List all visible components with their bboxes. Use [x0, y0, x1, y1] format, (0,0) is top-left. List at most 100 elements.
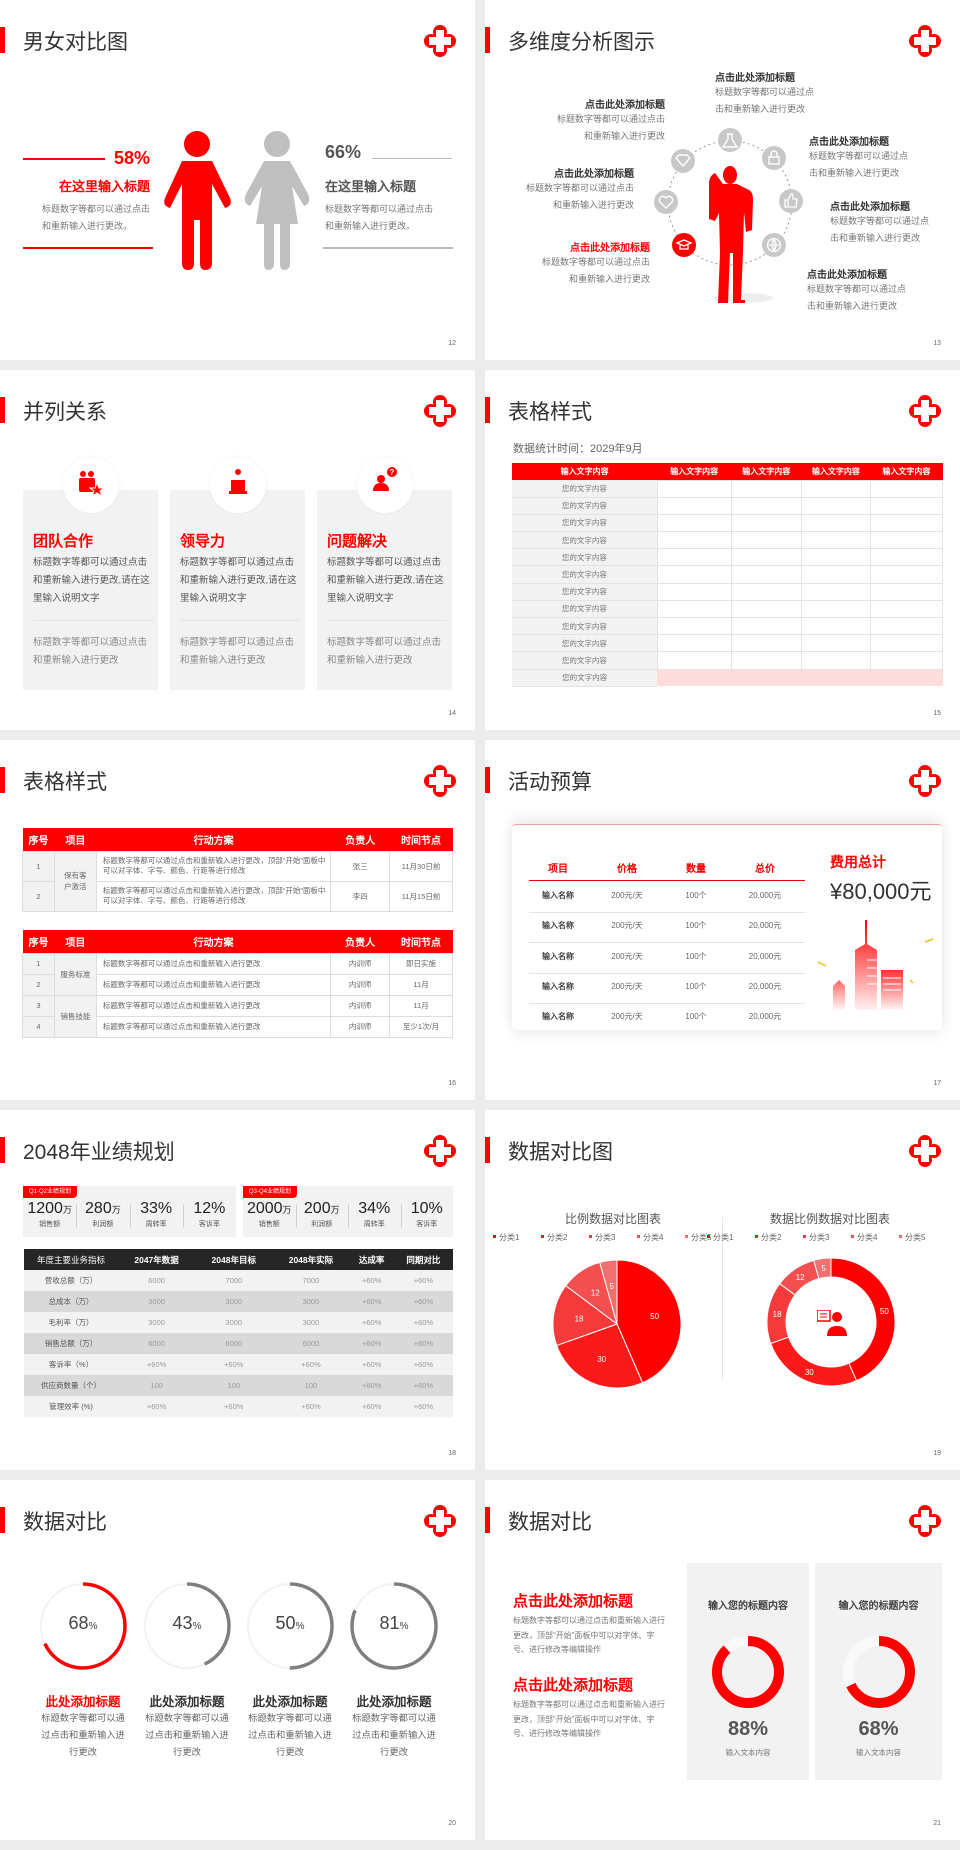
kpi-box: Q1-Q2业绩规划 1200万 销售额 280万 利润额 33% 周转率 12% 客诉率 — [23, 1186, 236, 1237]
cell: 李四 — [330, 880, 391, 912]
table-cell — [730, 531, 802, 550]
column-header: 总价 — [755, 864, 775, 875]
table-cell — [800, 496, 871, 515]
data-label: 12 — [591, 1288, 600, 1297]
table-cell — [656, 479, 732, 498]
kpi-number: 10% — [410, 1200, 443, 1217]
table-cell — [656, 616, 732, 636]
table-cell: 管理效率 (%) — [49, 1402, 93, 1411]
gauge-progress — [842, 1636, 915, 1708]
table-cell: 20,000元 — [748, 1012, 782, 1022]
row-label: 您的文字内容 — [512, 583, 658, 601]
data-label: 5 — [610, 1282, 615, 1291]
ring-desc: 标题数字等都可以通过点击和重新输入进行更改 — [352, 1713, 436, 1757]
slide-title: 多维度分析图示 — [508, 31, 655, 54]
slide-data-comparison-chart[interactable]: 数据对比图 比例数据对比图表 数据比例数据对比图表 分类1 分类2 分类3 分类4 分类… — [485, 1110, 960, 1470]
column-header: 项目 — [548, 864, 568, 875]
item-desc: 标题数字等都可以通过点击和重新输入进行更改 — [807, 284, 907, 311]
card-desc: 标题数字等都可以通过点击和重新输入进行更改,请在这里输入说明文字 — [180, 557, 297, 604]
flask-icon — [718, 128, 742, 152]
slide-data-comparison-rings[interactable]: 数据对比 68% 此处添加标题 标题数字等都可以通过点击和重新输入进行更改 43% 此处… — [0, 1480, 475, 1840]
table-cell: +60% — [361, 1381, 382, 1390]
data-label: 50 — [650, 1312, 659, 1321]
podium — [231, 480, 245, 492]
row-label: 您的文字内容 — [512, 669, 658, 687]
donut-gauge — [712, 1636, 784, 1708]
table-cell: 100 — [304, 1381, 318, 1390]
item-desc: 标题数字等都可以通过点击和重新输入进行更改 — [809, 151, 909, 178]
total-amount: ¥80,000元 — [830, 879, 932, 904]
customer-service-icon — [817, 1310, 847, 1336]
title-accent-bar — [0, 27, 5, 53]
slide-activity-budget[interactable]: 活动预算 费用总计 ¥80,000元 17 项目 价格 数量 总价 输入名称 200元/天… — [485, 740, 960, 1100]
slide-gender-comparison[interactable]: 男女对比图 58% 在这里输入标题 标题数字等都可以通过点击和重新输入进行更改。… — [0, 0, 475, 360]
divider — [722, 1217, 723, 1380]
slide-performance-plan[interactable]: 2048年业绩规划 Q1-Q2业绩规划 1200万 销售额 280万 利润额 33% 周转率… — [0, 1110, 475, 1470]
stat-card: 输入您的标题内容 68% 输入文本内容 — [815, 1563, 942, 1780]
table-cell — [656, 582, 732, 601]
podium-speaker-icon — [210, 457, 266, 513]
table-cell: 20,000元 — [748, 951, 782, 961]
cell: 内训师 — [330, 994, 391, 1017]
legend-swatch — [685, 1235, 688, 1238]
kpi-label: 客诉率 — [198, 1221, 220, 1228]
table-cell — [869, 651, 944, 670]
lock-icon — [762, 146, 786, 170]
table-cell: +60% — [146, 1360, 167, 1369]
row-divider — [529, 942, 805, 944]
table-row: 3 销售技能 标题数字等都可以通过点击和重新输入进行更改 内训师 11月 — [22, 994, 453, 1038]
gauge-progress — [712, 1636, 784, 1708]
table-cell: +60% — [361, 1402, 382, 1411]
page-number: 12 — [448, 340, 456, 347]
row-divider — [529, 1002, 805, 1004]
header-cell: 项目 — [54, 930, 97, 953]
table-cell: 3000 — [225, 1318, 243, 1327]
analysis-item: 点击此处添加标题 标题数字等都可以通过点击和重新输入进行更改 — [807, 266, 917, 315]
cell: 标题数字等都可以通过点击和重新输入进行更改，顶部“开始”面板中可以对字体、字号、… — [95, 880, 332, 912]
ring-unit: % — [192, 1621, 202, 1632]
table-cell: 6000 — [148, 1276, 165, 1285]
slide-data-comparison-cards[interactable]: 数据对比 点击此处添加标题 标题数字等都可以通过点击和重新输入进行更改，顶部“开… — [485, 1480, 960, 1840]
kpi-item: 34% 周转率 — [348, 1200, 401, 1229]
legend-swatch — [851, 1235, 854, 1238]
slide-action-plan-tables[interactable]: 表格样式 序号 项目 行动方案 负责人 时间节点 1 保有客户激活 标题数字等都… — [0, 740, 475, 1100]
kpi-label: 周转率 — [145, 1221, 167, 1228]
kpi-unit: 万 — [111, 1205, 121, 1215]
table-cell — [869, 565, 944, 584]
table-cell — [869, 496, 944, 515]
icon-glyph: ? — [373, 467, 397, 491]
table-cell — [800, 582, 871, 601]
table-cell: +60% — [361, 1297, 382, 1306]
table-cell: 20,000元 — [748, 921, 782, 931]
kpi-value: 10% — [401, 1200, 454, 1219]
header-cell: 输入文字内容 — [742, 466, 791, 476]
item-desc: 标题数字等都可以通过点击和重新输入进行更改 — [557, 114, 666, 141]
slide-table-style[interactable]: 表格样式 数据统计时间：2029年9月 输入文字内容 输入文字内容 输入文字内容 输入… — [485, 370, 960, 730]
header-cell: 行动方案 — [96, 930, 331, 953]
card-desc-secondary: 标题数字等都可以通过点击和重新输入进行更改 — [327, 637, 442, 666]
divider — [23, 158, 105, 160]
slide-title: 2048年业绩规划 — [23, 1141, 175, 1164]
progress-ring — [39, 1582, 127, 1670]
cell: 内训师 — [330, 973, 391, 996]
row-label: 您的文字内容 — [512, 634, 658, 653]
kpi-value: 34% — [348, 1200, 401, 1219]
card-title: 团队合作 — [33, 533, 94, 550]
data-label: 12 — [796, 1273, 805, 1282]
slide-parallel-relationship[interactable]: 并列关系 团队合作 标题数字等都可以通过点击和重新输入进行更改,请在这里输入说明文… — [0, 370, 475, 730]
table-row: 您的文字内容 — [512, 496, 944, 515]
male-desc: 标题数字等都可以通过点击和重新输入进行更改。 — [42, 204, 151, 231]
table-cell: +60% — [413, 1360, 434, 1369]
kpi-number: 280 — [85, 1200, 112, 1217]
table-cell: +60% — [413, 1318, 434, 1327]
block-title: 点击此处添加标题 — [513, 1677, 634, 1694]
item-title: 点击此处添加标题 — [809, 137, 889, 148]
slide-multidimensional-analysis[interactable]: 多维度分析图示 点击此处添加标题 标题数字等都可以通过点击和重新输入进行更改 点击… — [485, 0, 960, 360]
table-cell — [869, 531, 944, 550]
table-cell — [800, 616, 871, 636]
kpi-unit: 万 — [62, 1205, 72, 1215]
pie-slice-5 — [813, 1257, 832, 1280]
progress-ring — [143, 1582, 231, 1670]
data-label: 30 — [805, 1368, 814, 1377]
slide-title: 活动预算 — [508, 771, 592, 794]
